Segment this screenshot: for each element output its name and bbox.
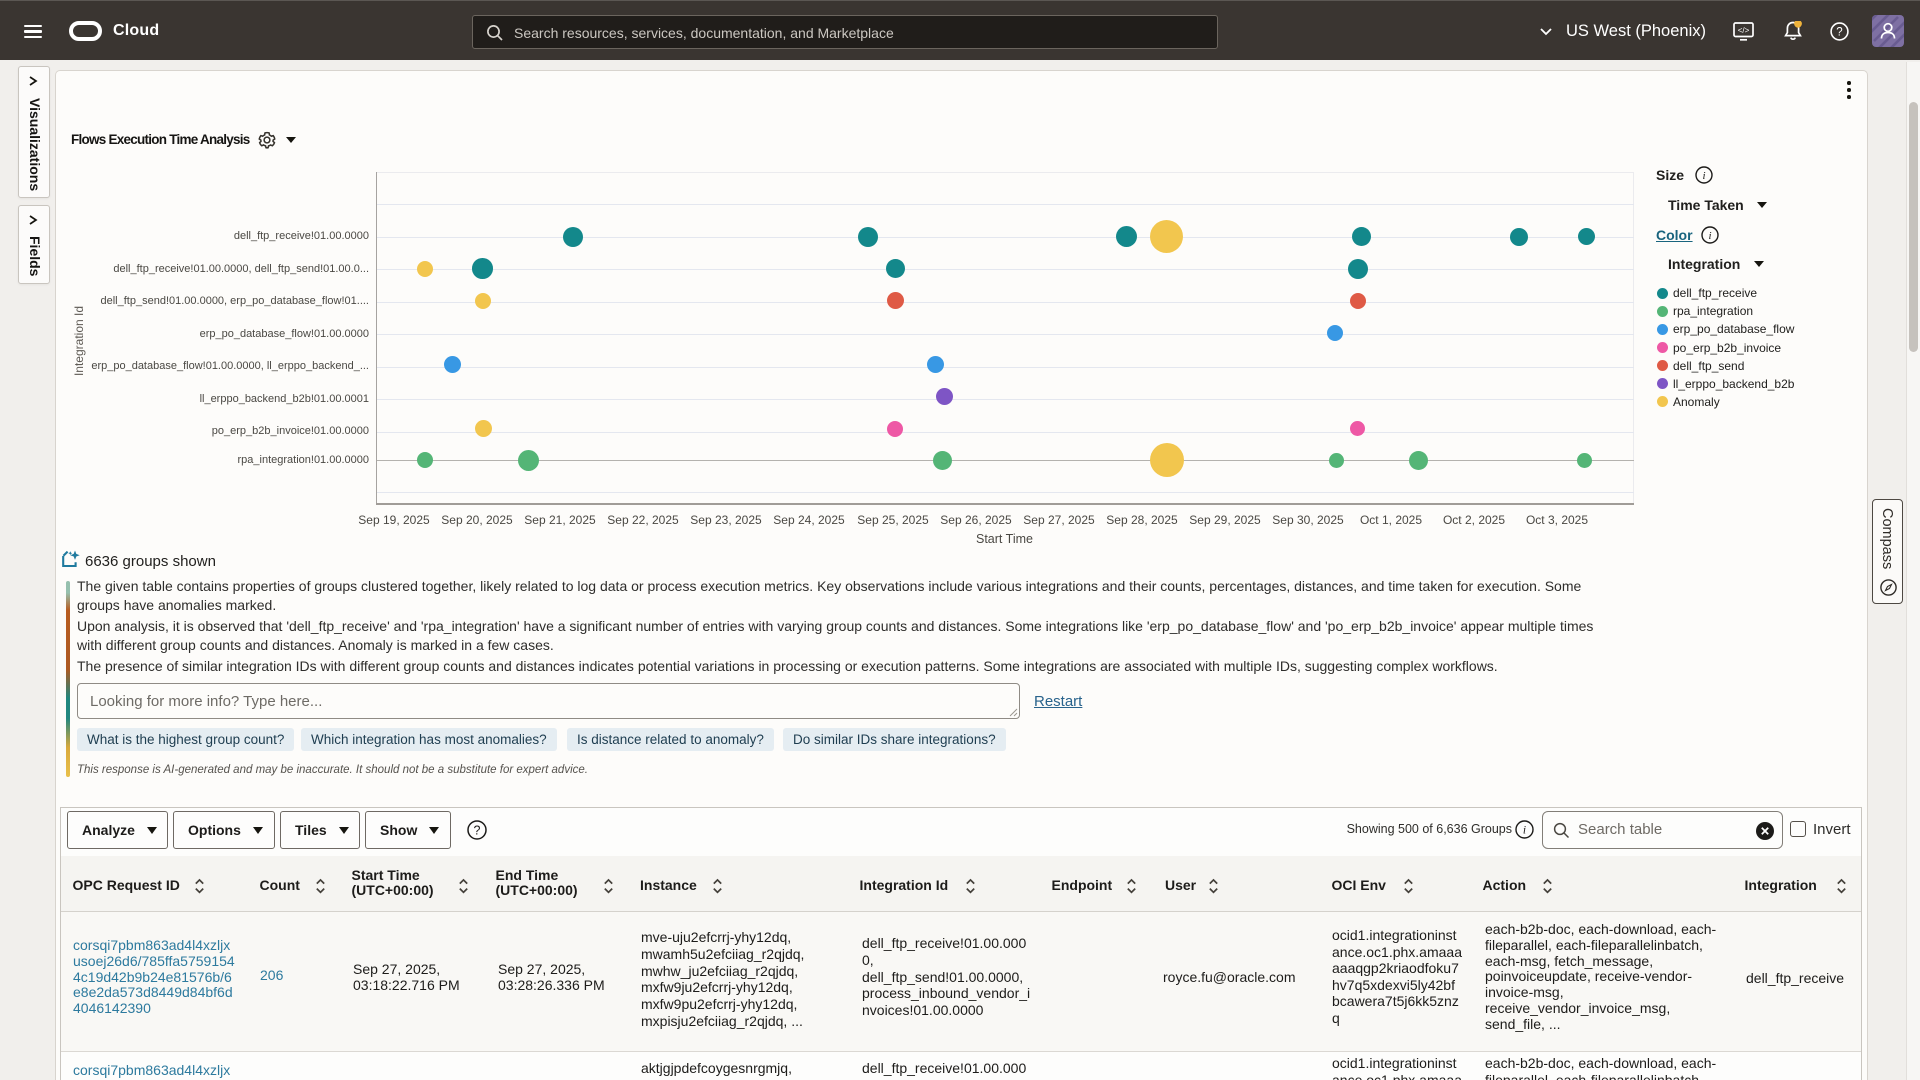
svg-text:i: i <box>1702 170 1705 182</box>
svg-text:</>: </> <box>1738 26 1750 35</box>
svg-text:?: ? <box>474 824 481 838</box>
svg-text:i: i <box>1523 825 1526 837</box>
svg-text:?: ? <box>1836 27 1842 39</box>
svg-text:i: i <box>1708 230 1711 242</box>
